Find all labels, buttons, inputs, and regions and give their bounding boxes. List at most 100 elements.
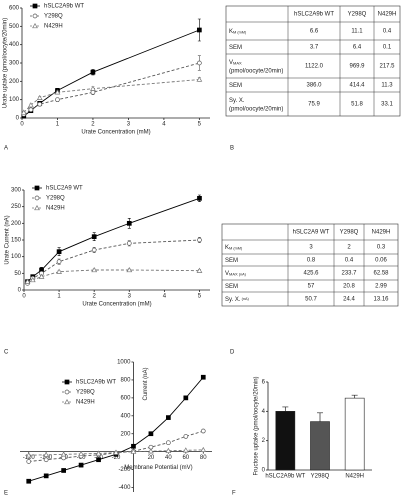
y-tick-label: 0 [16,116,20,122]
error-bar [351,394,358,399]
bar [310,421,330,471]
table-cell: 11.1 [351,29,363,35]
x-tick-label: 1 [56,122,60,128]
y-tick-label: -200 [118,467,131,473]
legend-marker [34,185,40,191]
y-axis-label: Current (nA) [143,367,149,400]
table-cell: 2.99 [375,284,387,290]
table-cell: 217.5 [379,64,395,70]
marker [126,220,132,226]
y-tick-label: 600 [9,6,20,12]
x-tick-label: 4 [163,294,167,300]
marker [148,448,154,454]
row-unit: (nA) [239,273,247,277]
marker [130,448,137,454]
table-cell: 13.16 [373,297,389,303]
marker [90,69,96,75]
marker [126,240,132,246]
y-tick-label: 0 [18,288,22,294]
table-cell: 11.3 [381,83,393,89]
y-tick-label: 200 [11,221,22,227]
series-line [27,269,200,283]
table-header: hSLC2A9 WT [293,230,330,236]
y-tick-label: 200 [120,431,131,437]
table-cell: 62.58 [373,271,389,277]
x-tick-label: 60 [182,455,189,461]
table-cell: 0.4 [345,258,354,264]
marker [126,266,133,273]
row-label-text: SEM [225,258,238,264]
marker [29,276,36,283]
x-tick-label: Y298Q [311,474,330,480]
row-label: SEM [225,258,238,264]
marker [28,107,34,113]
y-tick-label: 2 [262,438,266,444]
row-unit: (mM) [233,247,243,251]
x-tick-label: 5 [198,122,202,128]
legend-label: N429H [44,24,63,30]
y-tick-label: 200 [9,79,20,85]
row-label-sub: M [229,246,232,251]
marker [55,97,60,103]
row-label-sub: MAX [233,61,242,66]
legend-marker [34,195,40,201]
marker [37,101,43,107]
error-bar [317,412,323,422]
x-tick-label: N429H [345,474,364,480]
legend-marker [64,379,70,385]
marker [91,266,98,273]
table-cell: 0.06 [375,258,387,264]
marker [166,415,171,420]
bar [275,411,296,471]
table-header: hSLC2A9b WT [294,12,334,18]
x-tick-label: 40 [165,455,172,461]
y-tick-label: 250 [11,204,22,210]
legend-marker [32,3,38,9]
marker [56,259,62,265]
row-unit: (pmol/oocyte/20min) [229,107,283,113]
marker [60,451,67,457]
x-tick-label: 2 [93,294,97,300]
legend-label: hSLC2A9b WT [76,380,116,386]
x-tick-label: 1 [57,294,61,300]
table-cell: 75.9 [308,102,320,108]
row-label-text: K [229,29,233,35]
marker [25,452,32,458]
panel-label: A [4,146,8,152]
y-tick-label: 0 [262,468,266,474]
marker [36,94,43,100]
legend-marker [64,398,70,405]
marker [24,278,31,284]
bar [344,397,365,471]
marker [43,473,49,479]
x-tick-label: 3 [128,294,132,300]
table-cell: 425.6 [303,271,319,277]
y-tick-label: 100 [11,254,22,260]
marker [197,27,202,33]
x-axis-label: Urate Concentration (mM) [82,302,151,308]
row-label-text: Sy. X. [225,297,241,303]
panel-label: C [4,350,9,356]
table-cell: 1122.0 [305,64,324,70]
legend-label: N429H [76,400,95,406]
marker [196,76,203,82]
row-label: Sy. X. [229,98,245,104]
marker [56,249,62,255]
panel-label: E [4,491,8,497]
x-axis-label: Urate Concentration (mM) [81,130,150,136]
y-tick-label: -400 [118,485,131,491]
legend-marker [32,22,38,29]
marker [182,447,189,453]
x-axis-label: Membrane Potential (mV) [124,465,192,471]
series-line [23,29,200,117]
x-tick-label: 0 [22,294,26,300]
y-tick-label: 500 [9,24,20,30]
legend-label: hSLC2A9b WT [44,4,84,10]
marker [61,455,66,461]
row-label-text: Sy. X. [229,98,245,104]
row-label-text: SEM [229,83,242,89]
marker [200,374,206,380]
marker [166,440,171,446]
table-cell: 233.7 [341,271,357,277]
